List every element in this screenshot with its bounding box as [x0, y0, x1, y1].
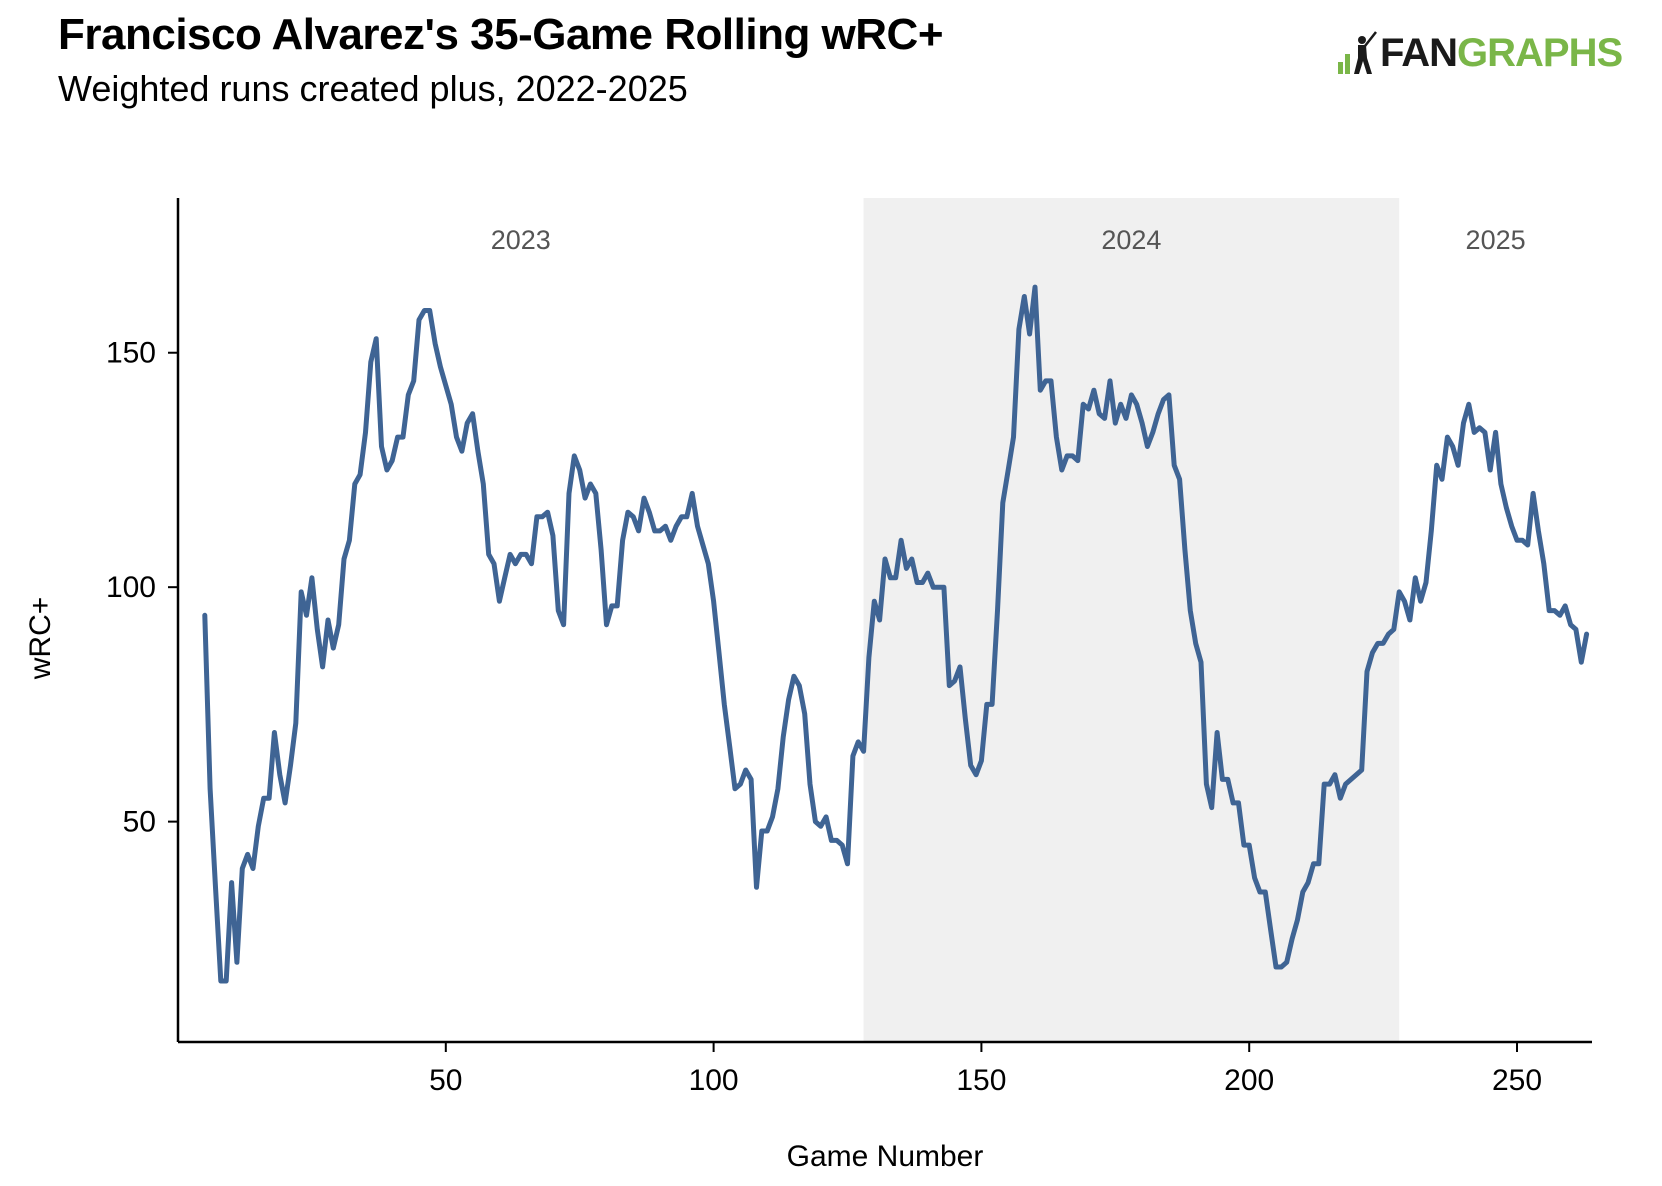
y-tick-label: 50 — [123, 806, 156, 839]
logo-word-fan: FAN — [1380, 31, 1458, 75]
y-axis-title: wRC+ — [24, 597, 57, 681]
batter-icon — [1338, 31, 1377, 74]
y-tick-label: 150 — [106, 337, 156, 370]
x-tick-label: 150 — [956, 1064, 1006, 1097]
y-tick-label: 100 — [106, 571, 156, 604]
fangraphs-logo[interactable]: FAN GRAPHS — [1338, 28, 1623, 78]
season-label-2025: 2025 — [1466, 225, 1526, 255]
chart-title: Francisco Alvarez's 35-Game Rolling wRC+ — [58, 10, 944, 59]
season-shading — [863, 198, 1400, 1042]
season-labels: 2023 2024 2025 — [491, 225, 1526, 255]
x-axis-title: Game Number — [787, 1140, 984, 1173]
season-label-2024: 2024 — [1101, 225, 1161, 255]
x-tick-label: 100 — [689, 1064, 739, 1097]
season-shade-2024 — [863, 198, 1400, 1042]
logo-word-graphs: GRAPHS — [1457, 31, 1623, 75]
axes — [176, 198, 1592, 1044]
x-tick-label: 250 — [1492, 1064, 1542, 1097]
x-tick-label: 50 — [429, 1064, 462, 1097]
series-line-0 — [202, 284, 1590, 984]
season-label-2023: 2023 — [491, 225, 551, 255]
ticks: 50 100 150 200 250 50 100 150 Game Number wRC+ — [24, 337, 1542, 1173]
chart-subtitle: Weighted runs created plus, 2022-2025 — [58, 68, 688, 109]
series-layer — [202, 284, 1590, 984]
x-tick-label: 200 — [1224, 1064, 1274, 1097]
